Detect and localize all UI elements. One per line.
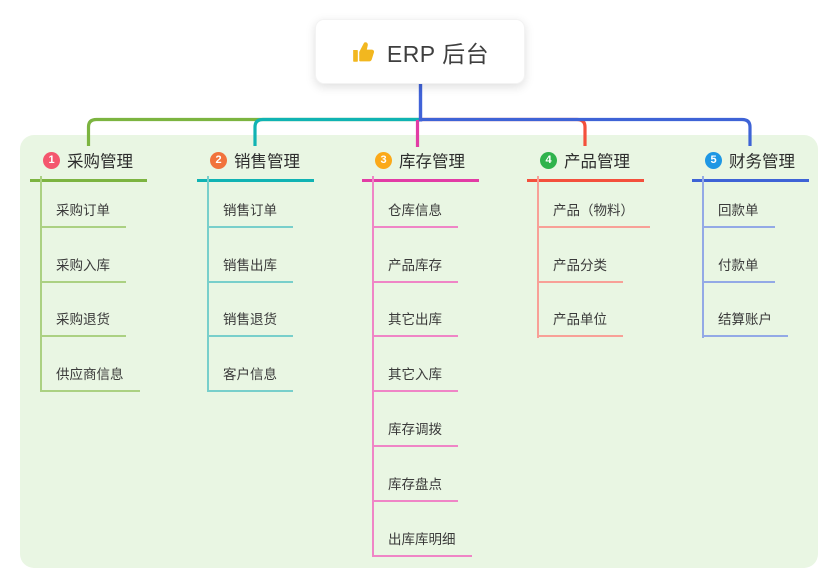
branch-label: 库存管理 xyxy=(399,153,465,171)
child-label: 采购入库 xyxy=(56,257,110,273)
branches-background-panel xyxy=(20,135,818,568)
branch-label: 采购管理 xyxy=(67,153,133,171)
branch-title-inventory[interactable]: 3 库存管理 xyxy=(362,148,479,182)
thumbs-up-icon xyxy=(351,39,377,65)
branch-spine-line xyxy=(40,176,42,392)
branch-purchase: 1 采购管理 采购订单 采购入库 采购退货 供应商信息 xyxy=(30,0,147,588)
child-label: 销售订单 xyxy=(223,202,277,218)
child-label: 其它入库 xyxy=(388,367,442,383)
child-node[interactable]: 销售订单 xyxy=(207,173,293,228)
child-label: 出库库明细 xyxy=(388,531,456,547)
root-title: ERP 后台 xyxy=(386,40,490,67)
child-node[interactable]: 出库库明细 xyxy=(372,502,472,557)
child-node[interactable]: 产品分类 xyxy=(537,228,623,283)
branch-spine-line xyxy=(537,176,539,338)
child-label: 付款单 xyxy=(718,257,759,273)
child-label: 产品库存 xyxy=(388,257,442,273)
child-label: 其它出库 xyxy=(388,312,442,328)
child-node[interactable]: 采购退货 xyxy=(40,283,126,338)
child-node[interactable]: 产品（物料） xyxy=(537,173,650,228)
child-label: 仓库信息 xyxy=(388,202,442,218)
child-label: 客户信息 xyxy=(223,367,277,383)
branch-title-finance[interactable]: 5 财务管理 xyxy=(692,148,809,182)
connector-branch-2 xyxy=(253,117,420,146)
connector-branch-5 xyxy=(420,117,752,146)
child-node[interactable]: 其它入库 xyxy=(372,337,458,393)
branch-inventory: 3 库存管理 仓库信息 产品库存 其它出库 其它入库 库存调拨 库存盘点 出库库… xyxy=(362,0,479,588)
branch-badge-1: 1 xyxy=(43,151,60,169)
child-node[interactable]: 采购入库 xyxy=(40,228,126,283)
branch-children: 采购订单 采购入库 采购退货 供应商信息 xyxy=(40,173,140,393)
child-node[interactable]: 产品库存 xyxy=(372,228,458,283)
child-label: 回款单 xyxy=(718,202,759,218)
child-label: 供应商信息 xyxy=(56,367,124,383)
child-node[interactable]: 客户信息 xyxy=(207,337,293,393)
child-node[interactable]: 供应商信息 xyxy=(40,337,140,393)
connector-branch-1 xyxy=(86,117,420,146)
branch-label: 财务管理 xyxy=(729,153,795,171)
branch-product: 4 产品管理 产品（物料） 产品分类 产品单位 xyxy=(527,0,650,588)
branch-children: 产品（物料） 产品分类 产品单位 xyxy=(537,173,650,338)
child-node[interactable]: 库存调拨 xyxy=(372,392,458,447)
child-label: 产品（物料） xyxy=(553,202,634,218)
child-node[interactable]: 仓库信息 xyxy=(372,173,458,228)
child-label: 产品分类 xyxy=(553,257,607,273)
child-node[interactable]: 结算账户 xyxy=(702,283,788,338)
child-label: 销售出库 xyxy=(223,257,277,273)
branch-spine-line xyxy=(207,176,209,392)
child-label: 库存盘点 xyxy=(388,476,442,492)
child-node[interactable]: 其它出库 xyxy=(372,283,458,338)
child-label: 销售退货 xyxy=(223,312,277,328)
root-node[interactable]: ERP 后台 xyxy=(315,19,525,84)
child-node[interactable]: 销售退货 xyxy=(207,283,293,338)
child-node[interactable]: 产品单位 xyxy=(537,283,623,338)
branch-title-sales[interactable]: 2 销售管理 xyxy=(197,148,314,182)
branch-children: 仓库信息 产品库存 其它出库 其它入库 库存调拨 库存盘点 出库库明细 xyxy=(372,173,472,557)
child-label: 采购退货 xyxy=(56,312,110,328)
branch-label: 销售管理 xyxy=(234,153,300,171)
child-node[interactable]: 回款单 xyxy=(702,173,775,228)
child-node[interactable]: 付款单 xyxy=(702,228,775,283)
branch-spine-line xyxy=(702,176,704,338)
branch-badge-4: 4 xyxy=(540,151,557,169)
branch-sales: 2 销售管理 销售订单 销售出库 销售退货 客户信息 xyxy=(197,0,314,588)
branch-badge-2: 2 xyxy=(210,151,227,169)
child-label: 库存调拨 xyxy=(388,421,442,437)
branch-finance: 5 财务管理 回款单 付款单 结算账户 xyxy=(692,0,809,588)
branch-children: 销售订单 销售出库 销售退货 客户信息 xyxy=(207,173,293,393)
child-node[interactable]: 销售出库 xyxy=(207,228,293,283)
child-label: 结算账户 xyxy=(718,312,772,328)
child-label: 产品单位 xyxy=(553,312,607,328)
child-node[interactable]: 库存盘点 xyxy=(372,447,458,502)
branch-badge-5: 5 xyxy=(705,151,722,169)
branch-spine-line xyxy=(372,176,374,557)
child-label: 采购订单 xyxy=(56,202,110,218)
branch-label: 产品管理 xyxy=(564,153,630,171)
branch-badge-3: 3 xyxy=(375,151,392,169)
branch-children: 回款单 付款单 结算账户 xyxy=(702,173,788,338)
branch-title-product[interactable]: 4 产品管理 xyxy=(527,148,644,182)
child-node[interactable]: 采购订单 xyxy=(40,173,126,228)
branch-title-purchase[interactable]: 1 采购管理 xyxy=(30,148,147,182)
